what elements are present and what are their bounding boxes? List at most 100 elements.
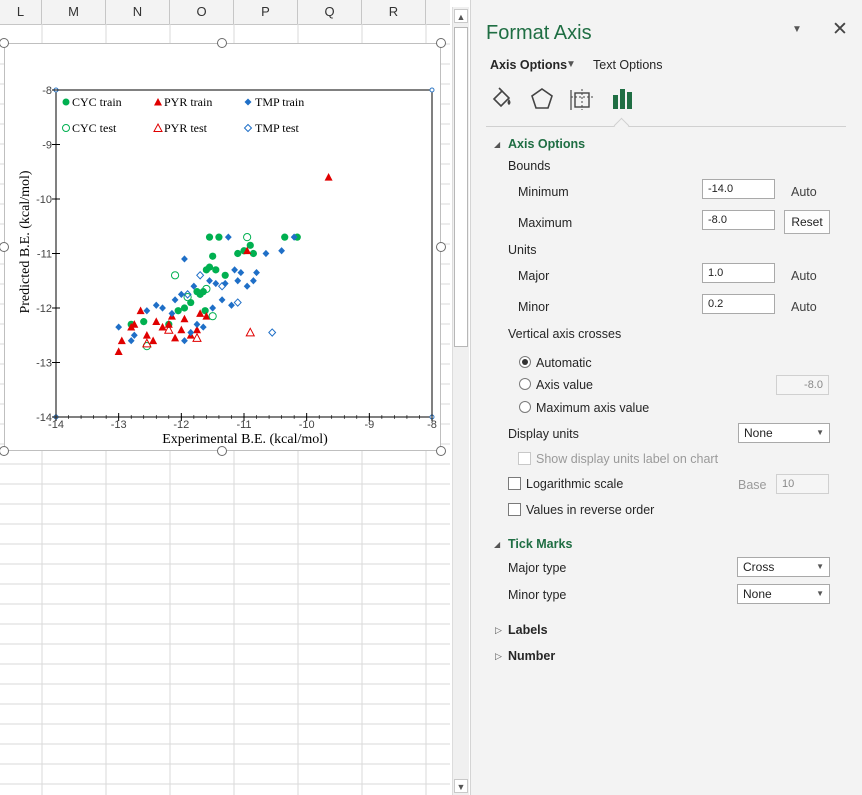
minor-type-dropdown[interactable]: None ▼ (737, 584, 830, 604)
point-pyr-train[interactable] (117, 336, 126, 345)
section-number[interactable]: Number (508, 649, 556, 663)
point-tmp-train[interactable] (127, 337, 135, 345)
point-tmp-train[interactable] (190, 282, 198, 290)
point-tmp-train[interactable] (218, 296, 226, 304)
major-type-dropdown[interactable]: Cross ▼ (737, 557, 830, 577)
column-header-r[interactable]: R (362, 0, 426, 24)
point-tmp-test[interactable] (196, 270, 205, 280)
point-tmp-train[interactable] (206, 277, 213, 285)
log-base-input[interactable]: 10 (776, 474, 829, 494)
point-tmp-train[interactable] (199, 323, 207, 331)
point-tmp-train[interactable] (193, 320, 201, 328)
radio-maximum-axis-value[interactable] (519, 401, 531, 413)
point-tmp-train[interactable] (290, 233, 298, 241)
values-reverse-order-label[interactable]: Values in reverse order (526, 503, 655, 517)
radio-automatic[interactable] (519, 356, 531, 368)
vertical-scrollbar[interactable]: ▲ ▼ (452, 7, 469, 795)
column-header-l[interactable]: L (0, 0, 42, 24)
axis-value-input[interactable]: -8.0 (776, 375, 829, 395)
point-cyc-test[interactable] (183, 293, 192, 302)
pane-options-dropdown-icon[interactable]: ▼ (792, 24, 802, 35)
point-cyc-test[interactable] (170, 271, 180, 280)
point-tmp-train[interactable] (250, 277, 257, 285)
point-pyr-train[interactable] (180, 314, 189, 323)
point-pyr-train[interactable] (177, 325, 186, 334)
point-pyr-train[interactable] (243, 246, 252, 255)
axis-options-icon[interactable] (610, 86, 636, 112)
point-cyc-test[interactable] (208, 312, 217, 321)
point-cyc-test[interactable] (243, 233, 252, 242)
minor-unit-input[interactable]: 0.2 (702, 294, 775, 314)
expand-number-icon[interactable]: ▷ (495, 651, 502, 661)
chart-resize-handle-bottom-right[interactable] (436, 446, 446, 456)
point-tmp-train[interactable] (231, 266, 238, 274)
chart-resize-handle-right[interactable] (436, 242, 446, 252)
column-header-o[interactable]: O (170, 0, 234, 24)
point-tmp-train[interactable] (181, 255, 188, 263)
point-pyr-test[interactable] (192, 332, 202, 342)
maximum-input[interactable]: -8.0 (702, 210, 775, 230)
point-pyr-train[interactable] (149, 336, 158, 345)
point-cyc-train[interactable] (281, 233, 289, 241)
chart-resize-handle-bottom[interactable] (217, 446, 227, 456)
show-display-units-checkbox[interactable] (518, 452, 531, 465)
tab-axis-options[interactable]: Axis Options (490, 58, 568, 72)
point-tmp-train[interactable] (177, 290, 185, 298)
point-pyr-train[interactable] (324, 173, 333, 181)
display-units-dropdown[interactable]: None ▼ (738, 423, 830, 443)
point-tmp-train[interactable] (243, 282, 251, 290)
fill-line-icon[interactable] (490, 86, 516, 112)
radio-axis-value[interactable] (519, 378, 531, 390)
point-tmp-train[interactable] (181, 337, 188, 345)
point-cyc-train[interactable] (180, 304, 189, 312)
chart-legend[interactable]: CYC train PYR train TMP train CYC test P… (62, 95, 305, 135)
column-header-q[interactable]: Q (298, 0, 362, 24)
point-pyr-train[interactable] (130, 320, 139, 328)
scatter-chart[interactable]: -14 -13 -12 -11 -10 -9 -8 -8 -9 -10 -11 -12 -13 -14 C… (4, 43, 441, 451)
point-tmp-train[interactable] (171, 296, 179, 304)
point-pyr-train[interactable] (136, 306, 145, 315)
worksheet[interactable]: L M N O P Q R -14 -13 -12 -11 -10 -9 -8 -8 -9 -10… (0, 0, 450, 795)
values-reverse-order-checkbox[interactable] (508, 503, 521, 516)
point-tmp-train[interactable] (237, 268, 245, 277)
point-tmp-train[interactable] (224, 233, 232, 241)
section-labels[interactable]: Labels (508, 623, 548, 637)
chart-resize-handle-top[interactable] (217, 38, 227, 48)
point-cyc-train[interactable] (249, 249, 257, 258)
point-tmp-train[interactable] (262, 249, 270, 258)
collapse-axis-options-icon[interactable]: ◢ (494, 140, 501, 149)
point-tmp-train[interactable] (152, 301, 160, 309)
column-header-n[interactable]: N (106, 0, 170, 24)
point-cyc-train[interactable] (246, 241, 254, 249)
collapse-tick-marks-icon[interactable]: ◢ (494, 540, 501, 549)
point-pyr-train[interactable] (114, 347, 123, 355)
column-header-p[interactable]: P (234, 0, 298, 24)
scrollbar-thumb[interactable] (454, 27, 468, 347)
point-tmp-test[interactable] (268, 328, 277, 337)
major-unit-input[interactable]: 1.0 (702, 263, 775, 283)
tab-text-options[interactable]: Text Options (593, 58, 663, 72)
effects-icon[interactable] (529, 86, 555, 112)
point-tmp-test[interactable] (183, 290, 192, 299)
point-tmp-train[interactable] (159, 304, 166, 312)
point-tmp-test[interactable] (233, 298, 242, 307)
point-tmp-train[interactable] (228, 301, 235, 309)
close-icon[interactable]: ✕ (832, 19, 848, 40)
chart-resize-handle-left[interactable] (0, 242, 9, 252)
radio-axis-value-label[interactable]: Axis value (536, 378, 593, 392)
chart-resize-handle-bottom-left[interactable] (0, 446, 9, 456)
point-cyc-train[interactable] (205, 233, 214, 241)
radio-automatic-label[interactable]: Automatic (536, 356, 592, 370)
point-tmp-train[interactable] (115, 323, 123, 331)
point-tmp-train[interactable] (187, 328, 195, 337)
chart-plot-area[interactable]: -14 -13 -12 -11 -10 -9 -8 -8 -9 -10 -11 -12 -13 -14 C… (5, 44, 442, 452)
point-cyc-train[interactable] (187, 298, 195, 307)
scroll-up-arrow-icon[interactable]: ▲ (454, 9, 468, 23)
point-cyc-test[interactable] (202, 284, 211, 294)
point-tmp-train[interactable] (209, 304, 217, 312)
chart-resize-handle-top-right[interactable] (436, 38, 446, 48)
point-cyc-train[interactable] (212, 266, 220, 274)
section-tick-marks[interactable]: Tick Marks (508, 537, 573, 551)
point-pyr-train[interactable] (152, 317, 161, 326)
tab-axis-options-chevron-icon[interactable]: ▼ (566, 59, 576, 70)
